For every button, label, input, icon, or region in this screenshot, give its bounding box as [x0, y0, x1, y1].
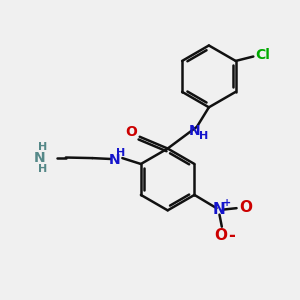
Text: O: O — [239, 200, 253, 215]
Text: +: + — [223, 198, 231, 208]
Text: H: H — [116, 148, 125, 158]
Text: H: H — [38, 142, 47, 152]
Text: N: N — [213, 202, 226, 217]
Text: -: - — [228, 226, 235, 244]
Text: Cl: Cl — [255, 48, 270, 62]
Text: N: N — [188, 124, 200, 138]
Text: H: H — [199, 131, 208, 141]
Text: O: O — [215, 228, 228, 243]
Text: O: O — [125, 125, 137, 139]
Text: H: H — [38, 164, 47, 174]
Text: N: N — [34, 151, 45, 164]
Text: N: N — [109, 153, 120, 166]
